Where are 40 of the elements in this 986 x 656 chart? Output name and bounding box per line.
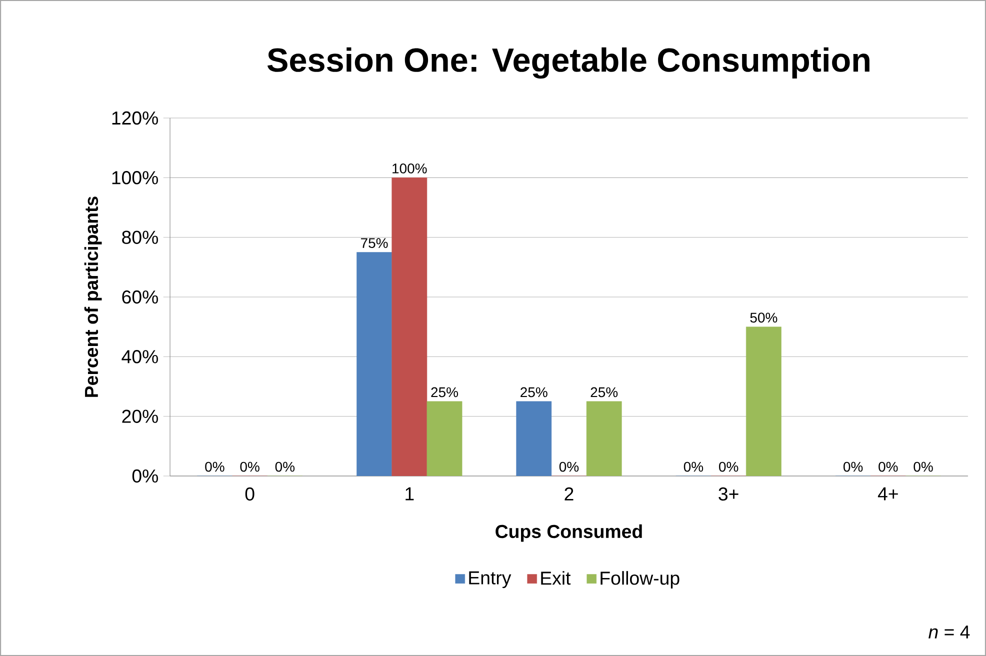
data-label: 75%: [360, 238, 388, 248]
y-tick-label: 60%: [122, 290, 158, 304]
data-label: 0%: [240, 462, 260, 472]
x-tick-label: 4+: [878, 487, 898, 500]
bar: [746, 326, 782, 476]
data-label: 0%: [914, 462, 933, 472]
data-label: 0%: [559, 462, 579, 472]
data-label: 25%: [590, 387, 618, 398]
legend-label: Exit: [541, 571, 571, 585]
bar: [356, 252, 392, 476]
x-tick-label: 0: [245, 487, 254, 501]
data-label: 25%: [520, 387, 548, 398]
data-label: 100%: [392, 164, 427, 174]
chart-title: Session One: Vegetable Consumption: [267, 47, 870, 79]
y-tick-label: 20%: [122, 410, 158, 423]
data-label: 0%: [878, 462, 898, 472]
y-tick-label: 120%: [112, 111, 158, 125]
y-tick-label: 80%: [122, 230, 158, 244]
y-tick-label: 40%: [122, 350, 158, 364]
data-label: 0%: [719, 462, 738, 472]
y-tick-label: 100%: [112, 171, 158, 184]
legend-label: Follow-up: [600, 571, 680, 588]
data-label: 0%: [275, 462, 295, 472]
x-tick-label: 1: [406, 487, 414, 500]
y-axis-title: Percent of participants: [84, 196, 102, 397]
legend-label: Entry: [469, 571, 512, 588]
x-tick-label: 2: [564, 487, 574, 500]
bar: [586, 401, 622, 476]
bar: [516, 401, 552, 476]
bar: [426, 401, 462, 476]
x-axis-title: Cups Consumed: [496, 524, 642, 542]
data-label: 0%: [843, 462, 863, 472]
data-label: 0%: [205, 462, 224, 472]
bar: [392, 178, 428, 476]
text: n = 4: [928, 626, 970, 638]
data-label: 50%: [750, 312, 778, 323]
data-label: 0%: [684, 462, 704, 472]
x-tick-label: 3+: [718, 487, 738, 501]
y-tick-label: 0%: [132, 469, 158, 483]
data-label: 25%: [431, 387, 458, 398]
